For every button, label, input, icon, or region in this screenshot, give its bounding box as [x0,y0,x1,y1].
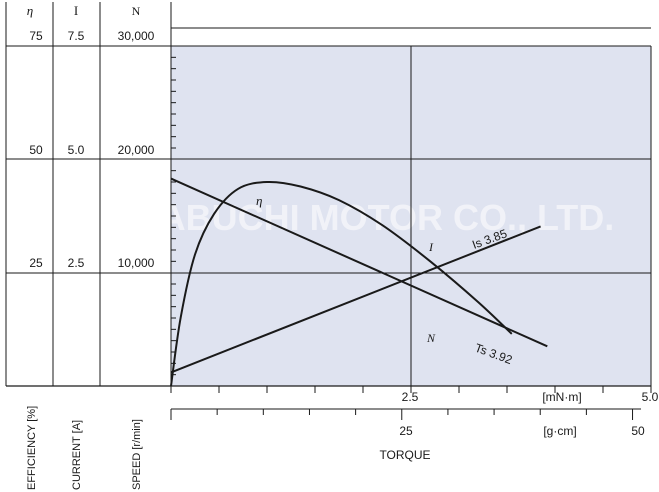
x-tick-gcm-25: 25 [399,424,413,438]
chart-frame [5,2,652,420]
x-tick-mnm-5-0: 5.0 [642,390,659,404]
series-layer [170,177,548,387]
speed-tick-20000: 20,000 [118,143,155,157]
series-label-current: I [428,240,434,254]
current-symbol: I [74,3,78,18]
speed-symbol: N [132,4,141,18]
current-tick-2-5: 2.5 [68,256,85,270]
speed-tick-30000: 30,000 [118,29,155,43]
series-label-efficiency: η [256,193,262,208]
efficiency-tick-25: 25 [29,256,43,270]
speed-tick-10000: 10,000 [118,256,155,270]
x-axis-title: TORQUE [379,448,430,462]
current-axis-label: CURRENT [A] [71,420,83,490]
current-curve [170,225,541,374]
x-tick-mnm-2-5: 2.5 [402,390,419,404]
x-unit-gcm: [g·cm] [543,424,576,438]
current-tick-5-0: 5.0 [68,143,85,157]
efficiency-tick-75: 75 [29,29,43,43]
series-label-speed: N [426,331,436,345]
efficiency-tick-50: 50 [29,143,43,157]
speed-curve [170,177,548,348]
efficiency-axis-label: EFFICIENCY [%] [26,406,38,490]
speed-axis-label: SPEED [r/min] [131,419,143,490]
x-unit-mnm: [mN·m] [542,390,581,404]
x-tick-gcm-50: 50 [631,424,645,438]
efficiency-curve [170,180,513,387]
efficiency-symbol: η [27,3,33,18]
current-tick-7-5: 7.5 [68,29,85,43]
